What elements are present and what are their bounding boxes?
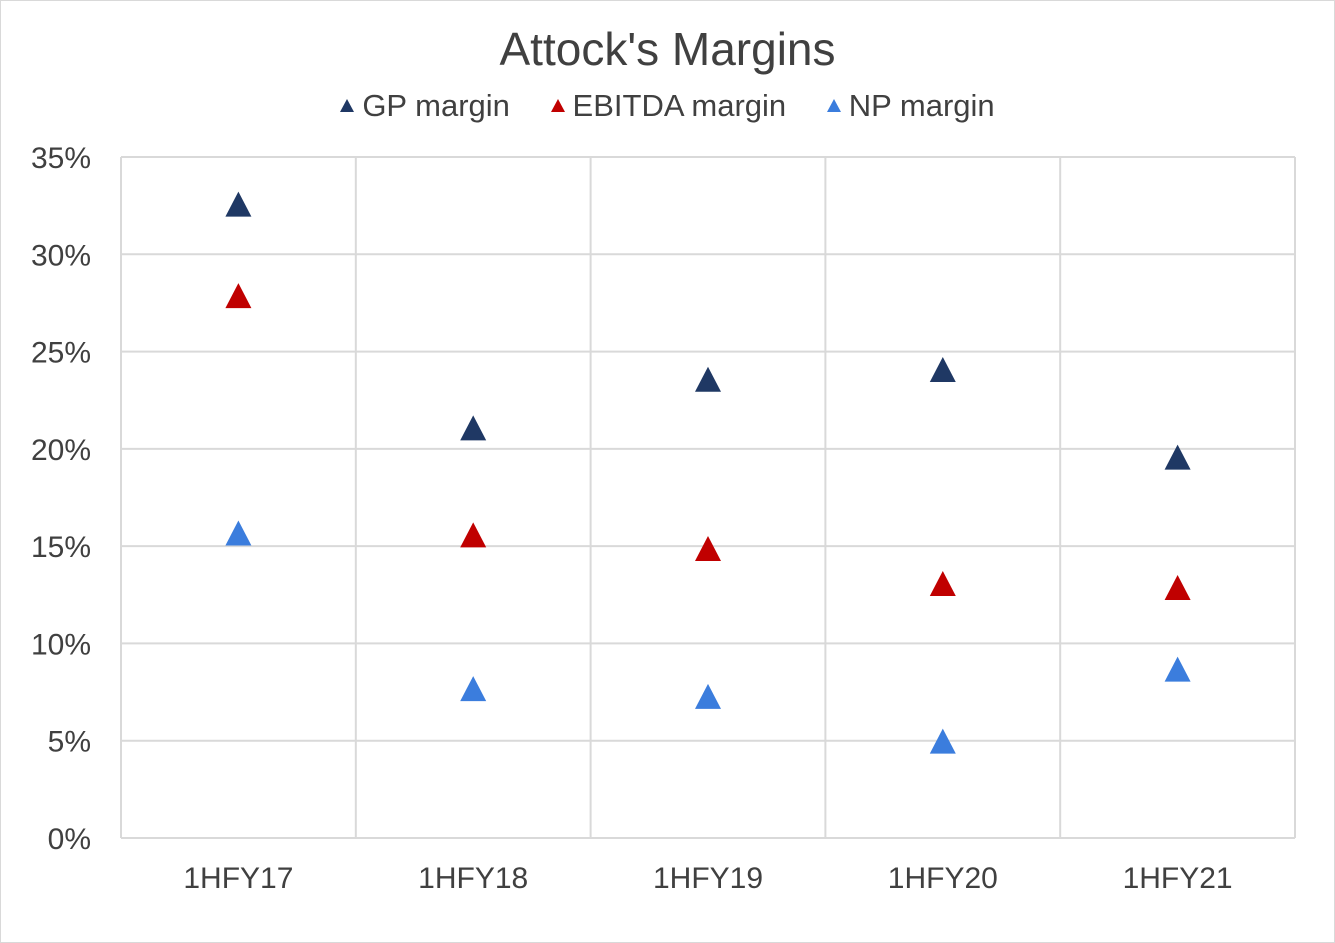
y-tick-label: 35%: [31, 142, 91, 175]
legend-label-ebitda-margin: EBITDA margin: [572, 88, 787, 123]
point-np-margin-1hfy21: [1164, 656, 1191, 682]
point-ebitda-margin-1hfy20: [929, 571, 956, 597]
legend-label-np-margin: NP margin: [848, 88, 995, 123]
y-tick-label: 5%: [48, 726, 91, 759]
point-ebitda-margin-1hfy21: [1164, 574, 1191, 600]
x-tick-label: 1HFY21: [1123, 862, 1233, 895]
point-gp-margin-1hfy19: [695, 366, 721, 392]
x-tick-label: 1HFY17: [183, 862, 293, 895]
point-np-margin-1hfy17: [225, 520, 252, 546]
y-tick-label: 0%: [48, 823, 91, 856]
legend-label-gp-margin: GP margin: [362, 88, 510, 123]
point-ebitda-margin-1hfy18: [460, 522, 487, 548]
chart-legend: GP margin EBITDA margin NP margin: [0, 88, 1335, 124]
tick-labels: 0% 5% 10% 15% 20% 25% 30% 35% 1HFY17 1HFY18 1HFY19…: [31, 142, 1233, 895]
legend-marker-gp-margin: [340, 99, 355, 112]
point-np-margin-1hfy18: [460, 676, 487, 702]
legend-marker-np-margin: [826, 99, 841, 112]
x-tick-label: 1HFY18: [418, 862, 528, 895]
point-gp-margin-1hfy20: [929, 357, 956, 383]
grid-layer: [120, 156, 1296, 839]
y-tick-label: 15%: [31, 531, 91, 564]
point-gp-margin-1hfy18: [460, 415, 487, 441]
data-points: [225, 191, 1191, 754]
legend-marker-ebitda-margin: [550, 99, 565, 112]
x-tick-label: 1HFY19: [653, 862, 763, 895]
point-gp-margin-1hfy21: [1164, 444, 1191, 470]
point-np-margin-1hfy20: [929, 728, 956, 754]
chart-title: Attock's Margins: [499, 23, 836, 75]
y-tick-label: 20%: [31, 434, 91, 467]
y-tick-label: 30%: [31, 239, 91, 272]
x-tick-label: 1HFY20: [888, 862, 998, 895]
point-np-margin-1hfy19: [695, 683, 721, 709]
legend-item-gp-margin: GP margin: [340, 88, 510, 124]
point-ebitda-margin-1hfy19: [695, 536, 721, 562]
point-ebitda-margin-1hfy17: [225, 283, 252, 309]
y-tick-label: 10%: [31, 628, 91, 661]
legend-item-ebitda-margin: EBITDA margin: [550, 88, 787, 124]
point-gp-margin-1hfy17: [225, 191, 252, 217]
y-tick-label: 25%: [31, 337, 91, 370]
legend-item-np-margin: NP margin: [826, 88, 995, 124]
